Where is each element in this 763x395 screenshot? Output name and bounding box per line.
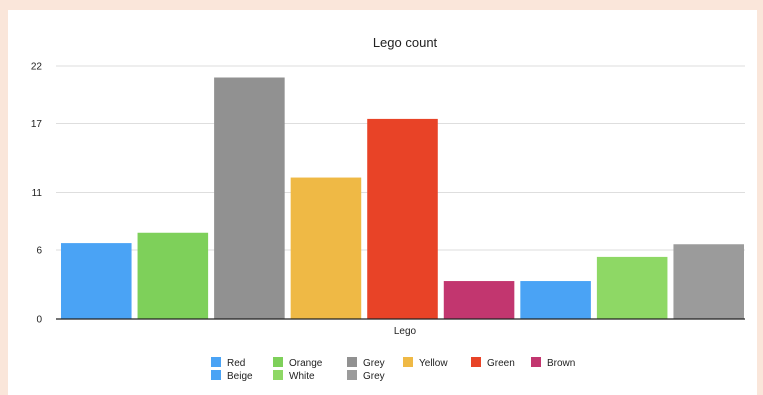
y-tick-label: 22	[31, 62, 43, 73]
legend-swatch	[211, 357, 221, 367]
legend-swatch	[211, 370, 221, 380]
y-tick-label: 11	[32, 188, 43, 199]
legend: Red Orange Grey Yellow Green Brown Beige White G…	[211, 357, 575, 382]
bar-red	[61, 243, 132, 319]
chart-panel: Lego count 0 6 11 17 22 Lego Red Orange Grey Ye…	[8, 10, 757, 395]
bar-brown	[443, 281, 515, 319]
bars	[61, 77, 744, 320]
legend-swatch	[531, 357, 541, 367]
legend-label: Yellow	[419, 358, 448, 369]
y-tick-label: 17	[31, 119, 43, 130]
bar-orange	[137, 232, 209, 319]
legend-swatch	[273, 370, 283, 380]
bar-white	[596, 256, 668, 319]
bar-yellow	[290, 177, 362, 319]
bar-beige	[520, 281, 591, 319]
bar-grey	[214, 77, 285, 319]
legend-swatch	[347, 357, 357, 367]
legend-swatch	[471, 357, 481, 367]
legend-label: Orange	[289, 358, 323, 369]
bar-chart: Lego count 0 6 11 17 22 Lego Red Orange Grey Ye…	[31, 35, 745, 382]
legend-label: Beige	[227, 371, 253, 382]
legend-label: Brown	[547, 358, 575, 369]
chart-title: Lego count	[373, 35, 438, 50]
y-tick-label: 0	[36, 315, 42, 326]
legend-swatch	[347, 370, 357, 380]
legend-label: White	[289, 371, 315, 382]
legend-label: Grey	[363, 371, 385, 382]
legend-swatch	[403, 357, 413, 367]
x-axis-label: Lego	[394, 326, 417, 337]
legend-label: Grey	[363, 358, 385, 369]
y-tick-label: 6	[36, 246, 42, 257]
y-axis-ticks: 0 6 11 17 22	[31, 62, 43, 326]
legend-swatch	[273, 357, 283, 367]
legend-label: Red	[227, 358, 245, 369]
bar-grey	[673, 244, 744, 319]
bar-green	[367, 118, 438, 320]
legend-label: Green	[487, 358, 515, 369]
